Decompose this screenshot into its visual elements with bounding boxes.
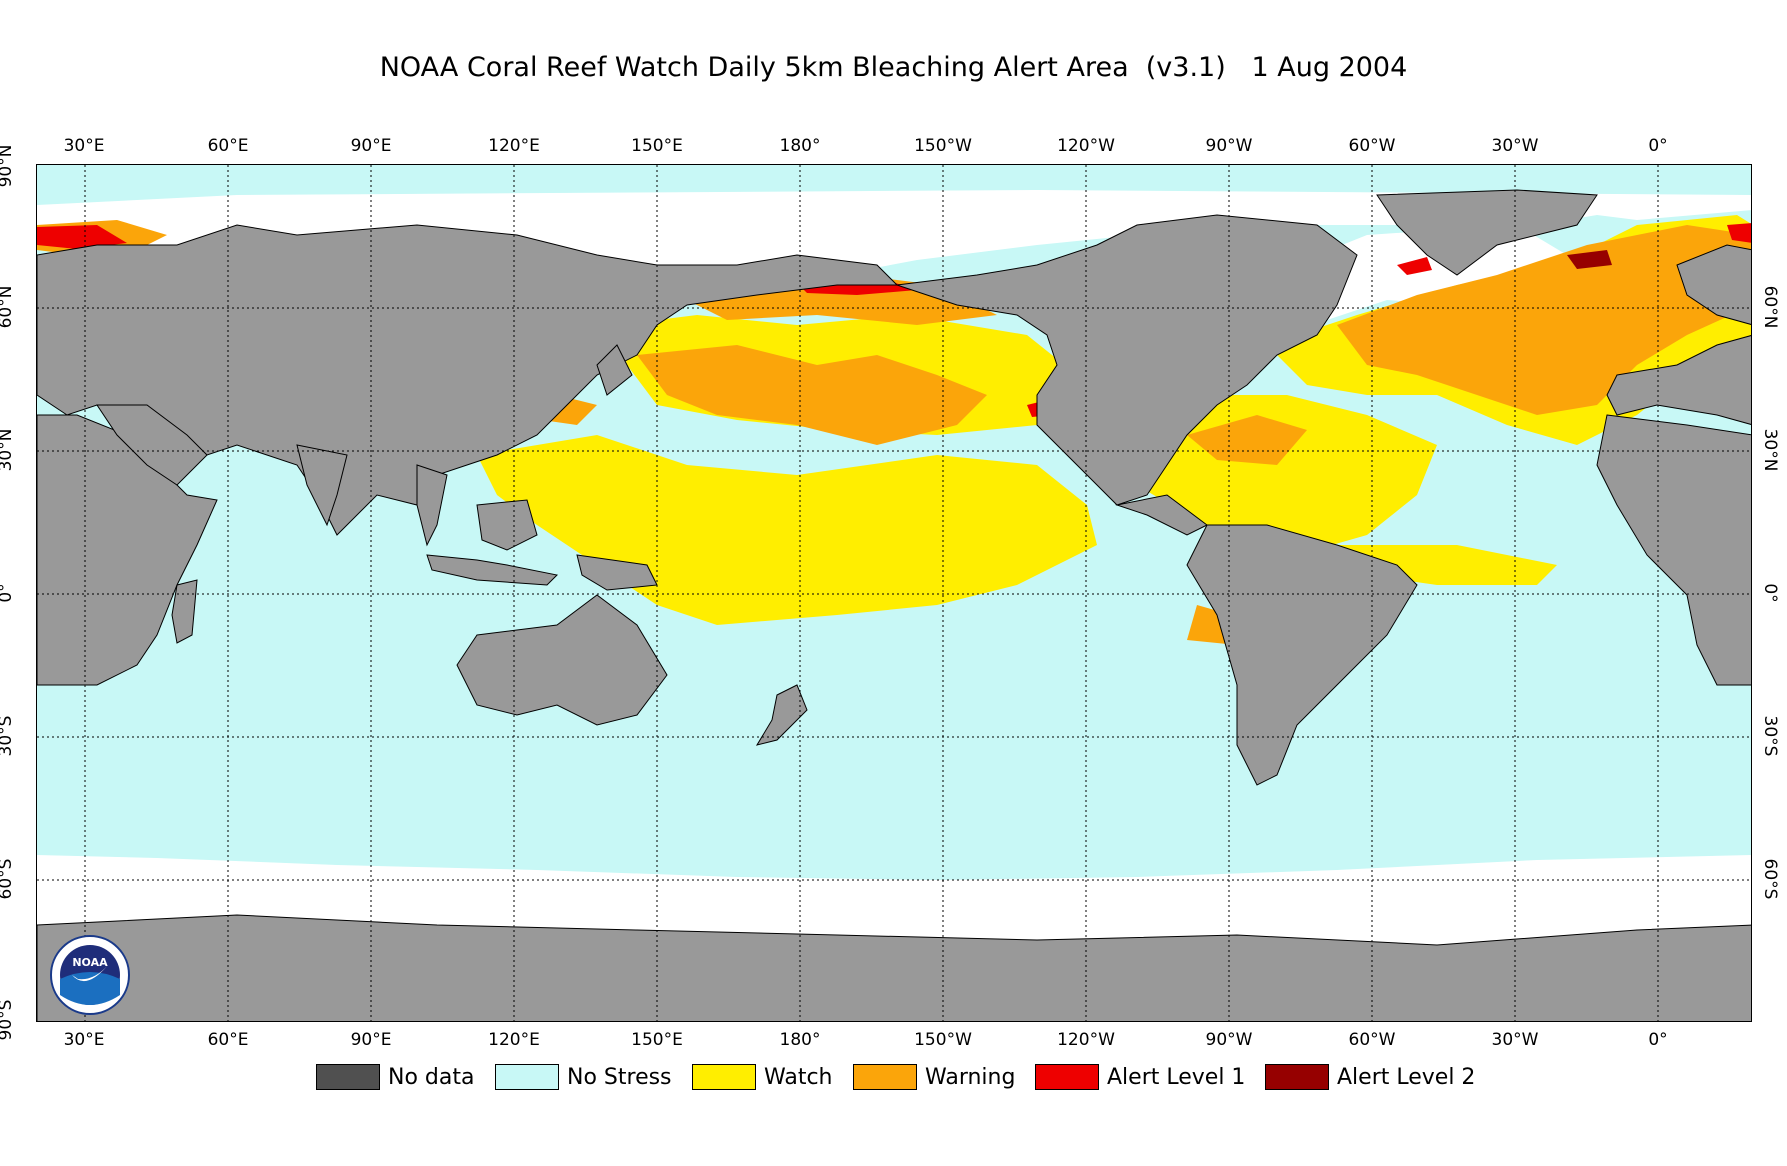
europe-landmass	[1606, 335, 1751, 425]
legend-swatch	[316, 1064, 380, 1090]
lon-label-top: 120°W	[1057, 136, 1115, 156]
lat-label-left: 60°S	[0, 858, 16, 900]
arabia-landmass	[96, 404, 208, 486]
lon-label-top: 30°E	[63, 136, 105, 156]
lon-label-bottom: 90°W	[1205, 1030, 1253, 1050]
lat-label-left: 0°	[0, 583, 16, 603]
legend-label: Warning	[925, 1064, 1016, 1090]
lon-label-top: 60°E	[207, 136, 249, 156]
antarctica-landmass	[37, 914, 1751, 1021]
legend-item-alert-level-1: Alert Level 1	[1035, 1063, 1245, 1091]
lat-label-right: 0°	[1760, 583, 1780, 603]
lat-label-left: 90°S	[0, 999, 16, 1041]
lon-label-top: 30°W	[1491, 136, 1539, 156]
lon-label-top: 120°E	[488, 136, 540, 156]
alert-level-1-area	[1397, 257, 1432, 275]
legend-label: No data	[388, 1064, 475, 1090]
lat-label-right: 30°N	[1760, 428, 1780, 472]
graticule	[37, 165, 1751, 1021]
lon-label-top: 90°E	[350, 136, 392, 156]
warning-area	[1187, 415, 1307, 465]
lon-label-top: 60°W	[1348, 136, 1396, 156]
lon-label-top: 150°W	[914, 136, 972, 156]
new-guinea-landmass	[576, 554, 658, 591]
legend-label: No Stress	[567, 1064, 672, 1090]
legend-swatch	[692, 1064, 756, 1090]
lon-label-bottom: 60°W	[1348, 1030, 1396, 1050]
lat-label-left: 30°S	[0, 715, 16, 757]
legend-swatch	[495, 1064, 559, 1090]
lat-label-right: 30°S	[1760, 715, 1780, 757]
legend-swatch	[1265, 1064, 1329, 1090]
india-landmass	[296, 444, 348, 527]
lat-label-right: 60°S	[1760, 858, 1780, 900]
noaa-logo-icon: NOAA	[50, 935, 130, 1015]
lon-label-bottom: 120°E	[488, 1030, 540, 1050]
lon-label-bottom: 180°	[779, 1030, 821, 1050]
greenland-landmass	[1376, 189, 1598, 276]
legend-item-no-stress: No Stress	[495, 1063, 672, 1091]
lon-label-bottom: 150°E	[631, 1030, 683, 1050]
lon-label-top: 180°	[779, 136, 821, 156]
legend-label: Alert Level 2	[1337, 1064, 1476, 1090]
lon-label-bottom: 30°W	[1491, 1030, 1539, 1050]
legend-swatch	[1035, 1064, 1099, 1090]
japan-landmass	[596, 344, 633, 396]
new-zealand-landmass	[755, 684, 808, 746]
lon-label-bottom: 0°	[1648, 1030, 1668, 1050]
madagascar-landmass	[171, 579, 198, 644]
borneo-landmass	[476, 499, 538, 551]
africa-west-landmass	[1596, 414, 1751, 686]
lon-label-bottom: 60°E	[207, 1030, 249, 1050]
lon-label-top: 0°	[1648, 136, 1668, 156]
legend-item-alert-level-2: Alert Level 2	[1265, 1063, 1475, 1091]
lat-label-left: 60°N	[0, 285, 16, 329]
legend: No data No Stress Watch Warning Alert Le…	[0, 1063, 1787, 1091]
central-america-landmass	[1115, 494, 1208, 536]
map-frame	[36, 164, 1752, 1022]
scandinavia-landmass	[1676, 244, 1751, 325]
lon-label-top: 150°E	[631, 136, 683, 156]
lon-label-bottom: 120°W	[1057, 1030, 1115, 1050]
alert-level-1-area	[1727, 223, 1751, 243]
legend-item-watch: Watch	[692, 1063, 833, 1091]
lon-label-top: 90°W	[1205, 136, 1253, 156]
north-america-landmass	[896, 214, 1358, 506]
south-america-landmass	[1186, 524, 1418, 786]
lon-label-bottom: 90°E	[350, 1030, 392, 1050]
legend-label: Alert Level 1	[1107, 1064, 1246, 1090]
world-map	[37, 165, 1751, 1021]
lat-label-left: 30°N	[0, 428, 16, 472]
arctic-ice-area	[37, 190, 1751, 295]
lat-label-left: 90°N	[0, 144, 16, 188]
alert-level-2-area	[1567, 250, 1612, 269]
svg-text:NOAA: NOAA	[72, 956, 108, 969]
legend-item-no-data: No data	[316, 1063, 474, 1091]
lon-label-bottom: 150°W	[914, 1030, 972, 1050]
legend-swatch	[853, 1064, 917, 1090]
southeast-asia-landmass	[416, 464, 448, 547]
alert-level-1-area	[37, 225, 127, 249]
warning-area	[1337, 225, 1751, 415]
warning-area	[637, 345, 987, 445]
indonesia-landmass	[426, 554, 559, 586]
map-title: NOAA Coral Reef Watch Daily 5km Bleachin…	[379, 52, 1408, 83]
lat-label-right: 60°N	[1760, 285, 1780, 329]
lon-label-bottom: 30°E	[63, 1030, 105, 1050]
australia-landmass	[456, 594, 668, 726]
legend-item-warning: Warning	[853, 1063, 1015, 1091]
legend-label: Watch	[764, 1064, 833, 1090]
